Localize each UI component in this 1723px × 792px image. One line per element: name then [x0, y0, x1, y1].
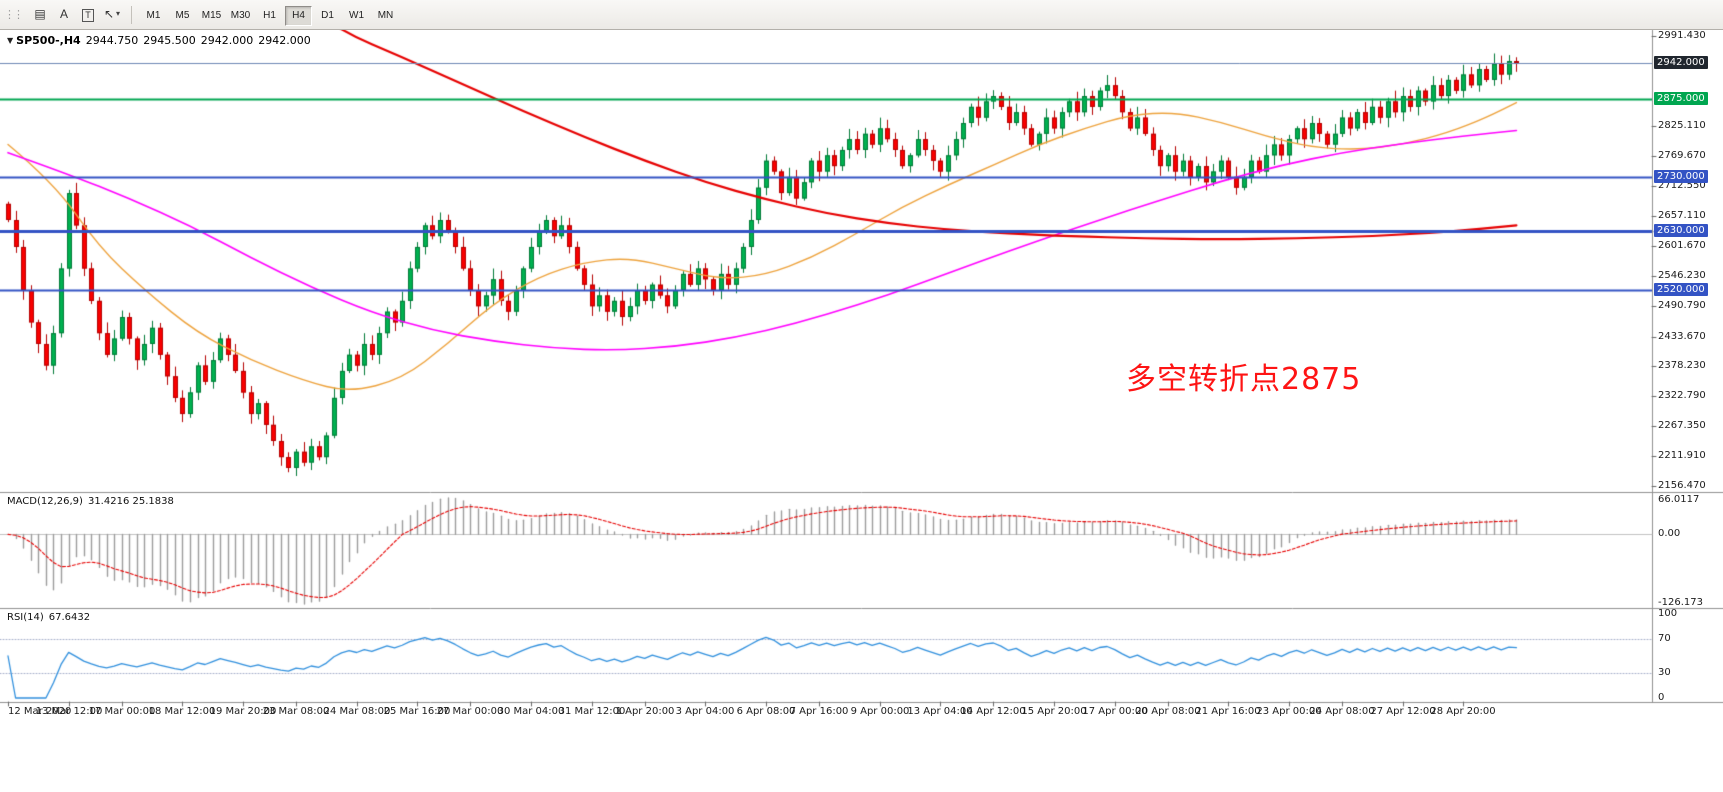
ohlc-high-value: 2945.500	[143, 34, 196, 47]
macd-values: 31.4216 25.1838	[87, 496, 174, 507]
timeframe-toolbar: M1 M5 M15 M30 H1 H4 D1 W1 MN	[139, 3, 400, 26]
toolbar-separator	[131, 5, 132, 24]
bull-bear-turning-point-annotation[interactable]: 多空转折点2875	[1126, 362, 1362, 397]
timeframe-button-m5[interactable]: M5	[169, 6, 196, 26]
cursor-tool-icon-button[interactable]: ↖ ▾	[100, 3, 124, 25]
annotation-letter-icon: A	[59, 6, 68, 21]
timeframe-button-m15[interactable]: M15	[198, 6, 225, 26]
toolbar-grip-handle[interactable]: ⋮⋮	[4, 8, 24, 21]
ohlc-low-value: 2942.000	[200, 34, 254, 47]
timeframe-button-d1[interactable]: D1	[314, 6, 341, 26]
rsi-values: 67.6432	[48, 612, 91, 623]
ohlc-close-value: 2942.000	[258, 34, 311, 47]
dropdown-caret-icon: ▾	[116, 9, 121, 19]
timeframe-button-mn[interactable]: MN	[372, 6, 399, 26]
symbol-timeframe-label: SP500-,H4	[16, 34, 81, 47]
chart-ohlc-header: ▼ SP500-,H4 2944.750 2945.500 2942.000 2942.0…	[7, 34, 311, 47]
chart-window-icon: ▤	[34, 6, 46, 21]
annotation-letter-icon-button[interactable]: A	[52, 3, 76, 25]
macd-name: MACD(12,26,9)	[7, 496, 83, 507]
main-toolbar: ⋮⋮ ▤ A T ↖ ▾ M1 M5 M15 M30 H1 H4 D1 W1 MN	[0, 0, 1723, 30]
text-template-icon-button[interactable]: T	[76, 4, 100, 26]
rsi-name: RSI(14)	[7, 612, 44, 623]
chart-window-icon-button[interactable]: ▤	[28, 3, 52, 25]
timeframe-button-m1[interactable]: M1	[140, 6, 167, 26]
ohlc-open-value: 2944.750	[85, 34, 139, 47]
macd-indicator-label: MACD(12,26,9) 31.4216 25.1838	[7, 496, 179, 507]
text-template-icon: T	[82, 8, 94, 22]
expander-triangle-icon[interactable]: ▼	[7, 36, 14, 45]
timeframe-button-m30[interactable]: M30	[227, 6, 254, 26]
rsi-indicator-label: RSI(14) 67.6432	[7, 612, 95, 623]
cursor-tool-icon: ↖	[103, 6, 115, 21]
drawing-tools-group: ▤ A T ↖ ▾	[28, 3, 124, 27]
timeframe-button-h1[interactable]: H1	[256, 6, 283, 26]
timeframe-button-h4[interactable]: H4	[285, 5, 312, 26]
timeframe-button-w1[interactable]: W1	[343, 6, 370, 26]
